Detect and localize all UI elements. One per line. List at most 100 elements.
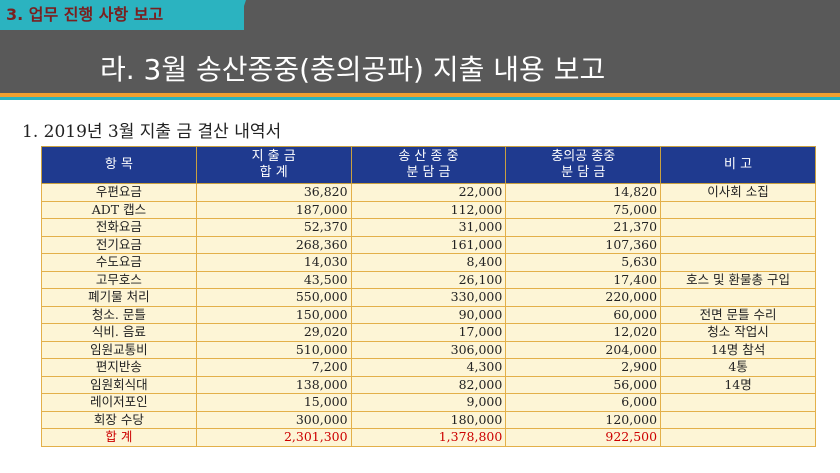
table-row: 편지반송 7,200 4,300 2,900 4통	[41, 358, 816, 377]
note-cell: 호스 및 환물총 구입	[660, 270, 816, 289]
chungui-cell: 220,000	[505, 288, 662, 307]
note-cell: 14명 참석	[660, 340, 816, 359]
songsan-cell: 180,000	[350, 410, 507, 429]
total-chungui-cell: 922,500	[505, 428, 662, 447]
chungui-cell: 5,630	[505, 253, 662, 272]
chungui-cell: 60,000	[505, 305, 662, 324]
note-cell	[660, 235, 816, 254]
note-cell: 전면 문틀 수리	[660, 305, 816, 324]
songsan-cell: 82,000	[350, 375, 507, 394]
header-note: 비 고	[660, 146, 816, 184]
note-cell	[660, 393, 816, 412]
table-row: 전기요금 268,360 161,000 107,360	[41, 235, 816, 254]
chungui-cell: 17,400	[505, 270, 662, 289]
songsan-cell: 90,000	[350, 305, 507, 324]
note-cell: 이사회 소집	[660, 183, 816, 202]
slide-header: 3. 업무 진행 사항 보고 라. 3월 송산종중(충의공파) 지출 내용 보고	[0, 0, 840, 93]
note-cell	[660, 253, 816, 272]
note-cell	[660, 218, 816, 237]
chungui-cell: 21,370	[505, 218, 662, 237]
item-cell: 청소. 문틀	[41, 305, 197, 324]
table-row: 회장 수당 300,000 180,000 120,000	[41, 410, 816, 429]
section-tag-tip	[236, 0, 246, 30]
chungui-cell: 120,000	[505, 410, 662, 429]
table-row: 임원교통비 510,000 306,000 204,000 14명 참석	[41, 340, 816, 359]
total-cell: 300,000	[195, 410, 352, 429]
songsan-cell: 330,000	[350, 288, 507, 307]
item-cell: 전기요금	[41, 235, 197, 254]
item-cell: 회장 수당	[41, 410, 197, 429]
note-cell	[660, 288, 816, 307]
item-cell: 임원교통비	[41, 340, 197, 359]
songsan-cell: 17,000	[350, 323, 507, 342]
accent-stripe-orange	[0, 93, 840, 97]
total-row: 합 계 2,301,300 1,378,800 922,500	[41, 428, 816, 447]
table-row: 전화요금 52,370 31,000 21,370	[41, 218, 816, 237]
songsan-cell: 8,400	[350, 253, 507, 272]
total-cell: 268,360	[195, 235, 352, 254]
table-subtitle: 1. 2019년 3월 지출 금 결산 내역서	[22, 122, 282, 142]
table-row: 레이저포인 15,000 9,000 6,000	[41, 393, 816, 412]
chungui-cell: 75,000	[505, 200, 662, 219]
item-cell: 식비. 음료	[41, 323, 197, 342]
songsan-cell: 112,000	[350, 200, 507, 219]
chungui-cell: 14,820	[505, 183, 662, 202]
table-row: 우편요금 36,820 22,000 14,820 이사회 소집	[41, 183, 816, 202]
total-cell: 52,370	[195, 218, 352, 237]
total-cell: 43,500	[195, 270, 352, 289]
table-row: 고무호스 43,500 26,100 17,400 호스 및 환물총 구입	[41, 270, 816, 289]
note-cell: 4통	[660, 358, 816, 377]
total-cell: 14,030	[195, 253, 352, 272]
total-cell: 7,200	[195, 358, 352, 377]
songsan-cell: 4,300	[350, 358, 507, 377]
chungui-cell: 6,000	[505, 393, 662, 412]
item-cell: 수도요금	[41, 253, 197, 272]
item-cell: 폐기물 처리	[41, 288, 197, 307]
table-row: 청소. 문틀 150,000 90,000 60,000 전면 문틀 수리	[41, 305, 816, 324]
chungui-cell: 204,000	[505, 340, 662, 359]
total-songsan-cell: 1,378,800	[350, 428, 507, 447]
songsan-cell: 26,100	[350, 270, 507, 289]
total-item-cell: 합 계	[41, 428, 197, 447]
total-cell: 138,000	[195, 375, 352, 394]
total-cell: 15,000	[195, 393, 352, 412]
item-cell: 우편요금	[41, 183, 197, 202]
table-row: 임원회식대 138,000 82,000 56,000 14명	[41, 375, 816, 394]
item-cell: 전화요금	[41, 218, 197, 237]
chungui-cell: 56,000	[505, 375, 662, 394]
note-cell	[660, 200, 816, 219]
total-cell: 187,000	[195, 200, 352, 219]
table-row: ADT 캡스 187,000 112,000 75,000	[41, 200, 816, 219]
item-cell: 임원회식대	[41, 375, 197, 394]
total-total-cell: 2,301,300	[195, 428, 352, 447]
total-cell: 29,020	[195, 323, 352, 342]
chungui-cell: 12,020	[505, 323, 662, 342]
chungui-cell: 2,900	[505, 358, 662, 377]
slide-title: 라. 3월 송산종중(충의공파) 지출 내용 보고	[100, 53, 606, 86]
total-note-cell	[660, 428, 816, 447]
accent-stripe-teal	[0, 97, 840, 100]
total-cell: 550,000	[195, 288, 352, 307]
table-row: 폐기물 처리 550,000 330,000 220,000	[41, 288, 816, 307]
table-row: 수도요금 14,030 8,400 5,630	[41, 253, 816, 272]
item-cell: 편지반송	[41, 358, 197, 377]
total-cell: 150,000	[195, 305, 352, 324]
item-cell: 고무호스	[41, 270, 197, 289]
table-row: 식비. 음료 29,020 17,000 12,020 청소 작업시	[41, 323, 816, 342]
item-cell: 레이저포인	[41, 393, 197, 412]
songsan-cell: 31,000	[350, 218, 507, 237]
songsan-cell: 9,000	[350, 393, 507, 412]
songsan-cell: 22,000	[350, 183, 507, 202]
note-cell: 14명	[660, 375, 816, 394]
songsan-cell: 161,000	[350, 235, 507, 254]
header-chungui: 충의공 종중 분 담 금	[505, 146, 662, 184]
chungui-cell: 107,360	[505, 235, 662, 254]
note-cell	[660, 410, 816, 429]
item-cell: ADT 캡스	[41, 200, 197, 219]
section-tag: 3. 업무 진행 사항 보고	[0, 0, 244, 30]
header-item: 항 목	[41, 146, 197, 184]
